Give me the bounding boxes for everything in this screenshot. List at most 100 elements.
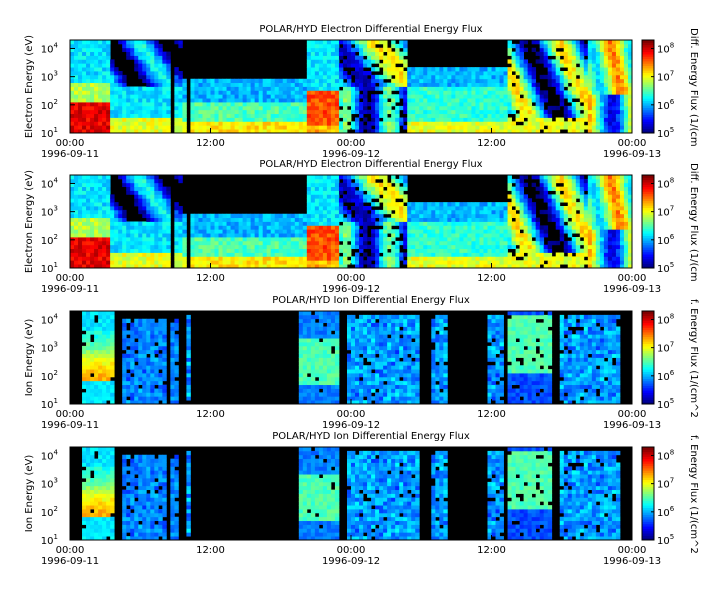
- heatmap-cell: [463, 233, 468, 238]
- heatmap-cell: [118, 252, 123, 257]
- heatmap-cell: [222, 94, 227, 99]
- heatmap-cell: [94, 206, 99, 211]
- heatmap-cell: [274, 237, 280, 242]
- heatmap-cell: [519, 47, 525, 53]
- heatmap-cell: [278, 129, 284, 134]
- heatmap-cell: [314, 217, 320, 222]
- heatmap-cell: [154, 248, 159, 253]
- heatmap-cell: [126, 40, 131, 45]
- heatmap-cell: [190, 90, 195, 95]
- heatmap-cell: [74, 213, 79, 219]
- heatmap-cell: [407, 102, 412, 107]
- heatmap-cell: [527, 67, 533, 72]
- heatmap-cell: [166, 78, 171, 84]
- heatmap-cell: [326, 102, 332, 107]
- heatmap-cell: [98, 94, 103, 99]
- colorbar-swatch: [642, 112, 654, 115]
- heatmap-cell: [435, 248, 440, 253]
- heatmap-cell: [543, 256, 549, 261]
- heatmap-cell: [166, 74, 171, 80]
- heatmap-cell: [154, 213, 159, 219]
- heatmap-cell: [90, 252, 95, 257]
- heatmap-cell: [495, 260, 500, 265]
- heatmap-cell: [178, 256, 183, 261]
- heatmap-cell: [547, 129, 553, 134]
- heatmap-cell: [86, 67, 91, 72]
- heatmap-cell: [322, 198, 328, 203]
- heatmap-cell: [487, 206, 492, 211]
- heatmap-cell: [342, 244, 348, 250]
- heatmap-cell: [238, 221, 244, 226]
- heatmap-cell: [90, 102, 95, 107]
- heatmap-cell: [571, 182, 577, 188]
- heatmap-cell: [198, 129, 203, 134]
- heatmap-cell: [78, 82, 83, 87]
- heatmap-cell: [70, 98, 75, 103]
- heatmap-cell: [230, 90, 235, 95]
- heatmap-cell: [306, 178, 312, 184]
- heatmap-cell: [439, 221, 444, 226]
- heatmap-cell: [78, 213, 83, 219]
- heatmap-cell: [130, 182, 135, 188]
- heatmap-cell: [403, 198, 408, 203]
- heatmap-cell: [563, 47, 569, 53]
- heatmap-cell: [515, 221, 520, 226]
- heatmap-cell: [246, 217, 252, 222]
- heatmap-cell: [270, 221, 276, 226]
- heatmap-cell: [214, 78, 219, 84]
- heatmap-cell: [563, 94, 569, 99]
- heatmap-cell: [451, 217, 456, 222]
- heatmap-cell: [451, 129, 456, 134]
- heatmap-cell: [567, 213, 573, 219]
- heatmap-cell: [351, 240, 356, 246]
- heatmap-cell: [210, 90, 215, 95]
- heatmap-cell: [70, 248, 75, 253]
- heatmap-cell: [455, 233, 460, 238]
- heatmap-cell: [194, 221, 199, 226]
- heatmap-cell: [162, 105, 167, 111]
- heatmap-cell: [431, 125, 436, 130]
- heatmap-cell: [459, 206, 464, 211]
- heatmap-cell: [158, 178, 163, 184]
- heatmap-cell: [603, 98, 609, 103]
- heatmap-cell: [246, 94, 252, 99]
- heatmap-cell: [254, 121, 260, 126]
- heatmap-cell: [294, 252, 300, 257]
- heatmap-cell: [455, 90, 460, 95]
- heatmap-cell: [579, 182, 585, 188]
- heatmap-cell: [278, 113, 284, 118]
- heatmap-cell: [395, 74, 400, 80]
- heatmap-cell: [126, 105, 131, 111]
- heatmap-cell: [206, 233, 211, 238]
- heatmap-cell: [306, 67, 312, 72]
- heatmap-cell: [214, 237, 219, 242]
- heatmap-cell: [74, 67, 79, 72]
- heatmap-cell: [214, 213, 219, 219]
- heatmap-cell: [322, 129, 328, 134]
- heatmap-cell: [194, 252, 199, 257]
- heatmap-cell: [174, 240, 179, 246]
- heatmap-cell: [166, 256, 171, 261]
- heatmap-cell: [435, 260, 440, 265]
- heatmap-cell: [254, 240, 260, 246]
- heatmap-cell: [114, 74, 119, 80]
- heatmap-cell: [567, 117, 573, 122]
- heatmap-cell: [154, 63, 159, 68]
- heatmap-cell: [383, 82, 388, 87]
- heatmap-cell: [587, 109, 593, 115]
- heatmap-cell: [314, 40, 320, 45]
- panel-title: POLAR/HYD Electron Differential Energy F…: [259, 159, 482, 170]
- heatmap-cell: [102, 86, 107, 91]
- heatmap-cell: [459, 113, 464, 118]
- heatmap-cell: [290, 264, 296, 269]
- heatmap-cell: [467, 256, 472, 261]
- heatmap-cell: [555, 90, 561, 95]
- heatmap-cell: [355, 202, 360, 207]
- heatmap-cell: [134, 121, 139, 126]
- heatmap-cell: [535, 129, 541, 134]
- heatmap-cell: [98, 117, 103, 122]
- heatmap-cell: [471, 206, 476, 211]
- heatmap-cell: [407, 237, 412, 242]
- heatmap-cell: [74, 240, 79, 246]
- heatmap-cell: [395, 213, 400, 219]
